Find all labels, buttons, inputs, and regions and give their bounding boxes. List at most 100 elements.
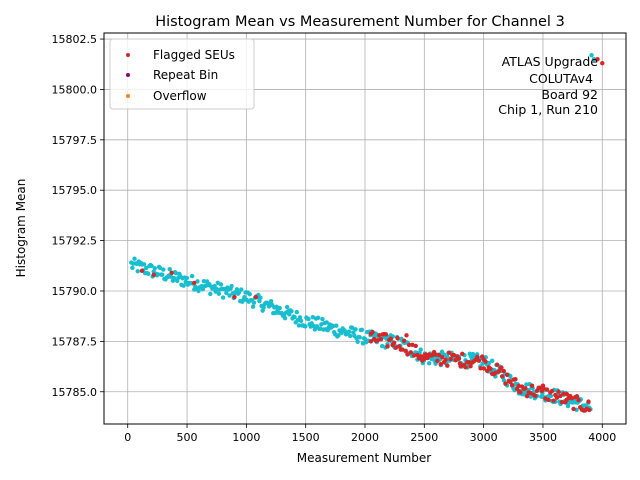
flagged-seu-point bbox=[563, 400, 568, 405]
x-tick-label: 1000 bbox=[232, 431, 260, 444]
flagged-seu-point bbox=[529, 383, 535, 388]
flagged-seu-point bbox=[551, 398, 556, 403]
flagged-seu-point bbox=[476, 358, 482, 363]
annotation-line-4: Chip 1, Run 210 bbox=[498, 102, 598, 117]
data-point bbox=[195, 279, 200, 284]
y-tick-label: 15790.0 bbox=[52, 285, 98, 298]
flagged-seu-point bbox=[411, 353, 417, 358]
x-tick-label: 0 bbox=[124, 431, 131, 444]
flagged-seu-point bbox=[576, 397, 581, 403]
data-point bbox=[426, 361, 432, 366]
flagged-seu-point bbox=[408, 350, 413, 355]
flagged-seu-point bbox=[546, 397, 551, 403]
data-point bbox=[565, 403, 571, 409]
y-axis: 15785.0 15787.5 15790.0 15792.5 15795.0 15797… bbox=[52, 33, 104, 399]
flagged-seu-point bbox=[584, 406, 590, 411]
data-point bbox=[315, 315, 321, 320]
data-point bbox=[294, 309, 299, 315]
flagged-seu-point bbox=[400, 347, 405, 352]
flagged-seu-point bbox=[559, 399, 565, 405]
data-point bbox=[277, 305, 282, 311]
legend-box bbox=[109, 38, 255, 110]
data-point bbox=[297, 315, 303, 320]
flagged-seu-point bbox=[458, 364, 463, 369]
y-tick-label: 15797.5 bbox=[52, 134, 98, 147]
flagged-seu-point bbox=[549, 388, 555, 394]
x-tick-label: 1500 bbox=[292, 431, 320, 444]
flagged-seu-point bbox=[561, 391, 566, 396]
data-point bbox=[155, 272, 161, 277]
data-point bbox=[239, 287, 244, 292]
data-point bbox=[146, 271, 151, 277]
x-tick-label: 3000 bbox=[470, 431, 498, 444]
y-axis-label: Histogram Mean bbox=[14, 179, 28, 278]
flagged-seu-point bbox=[460, 351, 465, 357]
x-tick-label: 3500 bbox=[529, 431, 557, 444]
data-point bbox=[339, 330, 344, 336]
flagged-seu-point bbox=[503, 381, 508, 386]
flagged-seu-point bbox=[385, 344, 390, 349]
legend-label-overflow: Overflow bbox=[153, 89, 207, 103]
flagged-seu-point bbox=[418, 354, 423, 359]
flagged-seu-point bbox=[574, 394, 580, 399]
flagged-seu-point bbox=[370, 329, 375, 335]
flagged-seu-point bbox=[421, 356, 427, 362]
flagged-seu-point bbox=[151, 272, 157, 278]
flagged-seu-point bbox=[403, 348, 409, 354]
data-point bbox=[181, 283, 186, 288]
flagged-seu-point bbox=[401, 338, 407, 344]
data-point bbox=[347, 333, 353, 339]
data-point bbox=[212, 283, 217, 289]
flagged-seu-point bbox=[571, 406, 576, 412]
flagged-seu-point bbox=[504, 372, 510, 378]
data-point bbox=[258, 295, 263, 300]
y-tick-label: 15785.0 bbox=[52, 386, 98, 399]
data-point bbox=[298, 318, 304, 324]
flagged-seu-point bbox=[451, 352, 457, 358]
flagged-seu-point bbox=[564, 392, 570, 397]
flagged-seu-point bbox=[169, 270, 174, 276]
data-point bbox=[334, 323, 339, 328]
annotation: ATLAS Upgrade COLUTAv4 Board 92 Chip 1, … bbox=[498, 54, 598, 117]
data-point bbox=[152, 266, 157, 271]
data-point bbox=[171, 275, 177, 281]
data-points bbox=[129, 52, 605, 413]
y-tick-label: 15802.5 bbox=[52, 33, 98, 46]
flagged-seu-point bbox=[513, 376, 518, 382]
flagged-seu-point bbox=[377, 333, 382, 338]
data-point bbox=[324, 320, 329, 325]
legend: Flagged SEUs Repeat Bin Overflow bbox=[109, 38, 255, 110]
data-point bbox=[287, 312, 292, 317]
flagged-seu-point bbox=[391, 340, 397, 345]
flagged-seu-point bbox=[466, 359, 472, 365]
flagged-seu-point bbox=[556, 389, 561, 394]
data-point bbox=[132, 256, 137, 261]
legend-label-repeat-bin: Repeat Bin bbox=[153, 68, 218, 82]
flagged-seu-point bbox=[438, 362, 443, 367]
data-point bbox=[184, 275, 190, 281]
y-tick-label: 15795.0 bbox=[52, 184, 98, 197]
flagged-seu-point bbox=[406, 342, 412, 348]
data-point bbox=[359, 327, 365, 332]
flagged-seu-point bbox=[481, 366, 487, 371]
data-point bbox=[284, 304, 290, 310]
data-point bbox=[282, 315, 288, 321]
data-point bbox=[229, 283, 234, 289]
data-point bbox=[144, 265, 149, 271]
flagged-seu-point bbox=[509, 383, 515, 388]
data-point bbox=[418, 347, 423, 352]
flagged-seu-point bbox=[558, 393, 563, 399]
data-point bbox=[161, 267, 166, 272]
flagged-seu-point bbox=[443, 357, 448, 362]
x-axis: 0 500 1000 1500 2000 2500 3000 3500 4000 bbox=[124, 424, 616, 444]
flagged-seu-point bbox=[595, 57, 600, 62]
data-point bbox=[268, 299, 274, 304]
data-point bbox=[214, 286, 219, 292]
x-tick-label: 2000 bbox=[351, 431, 379, 444]
y-tick-label: 15792.5 bbox=[52, 235, 98, 248]
flagged-seu-point bbox=[393, 345, 399, 350]
flagged-seu-point bbox=[463, 365, 468, 370]
data-point bbox=[353, 327, 358, 332]
data-point bbox=[289, 308, 294, 314]
